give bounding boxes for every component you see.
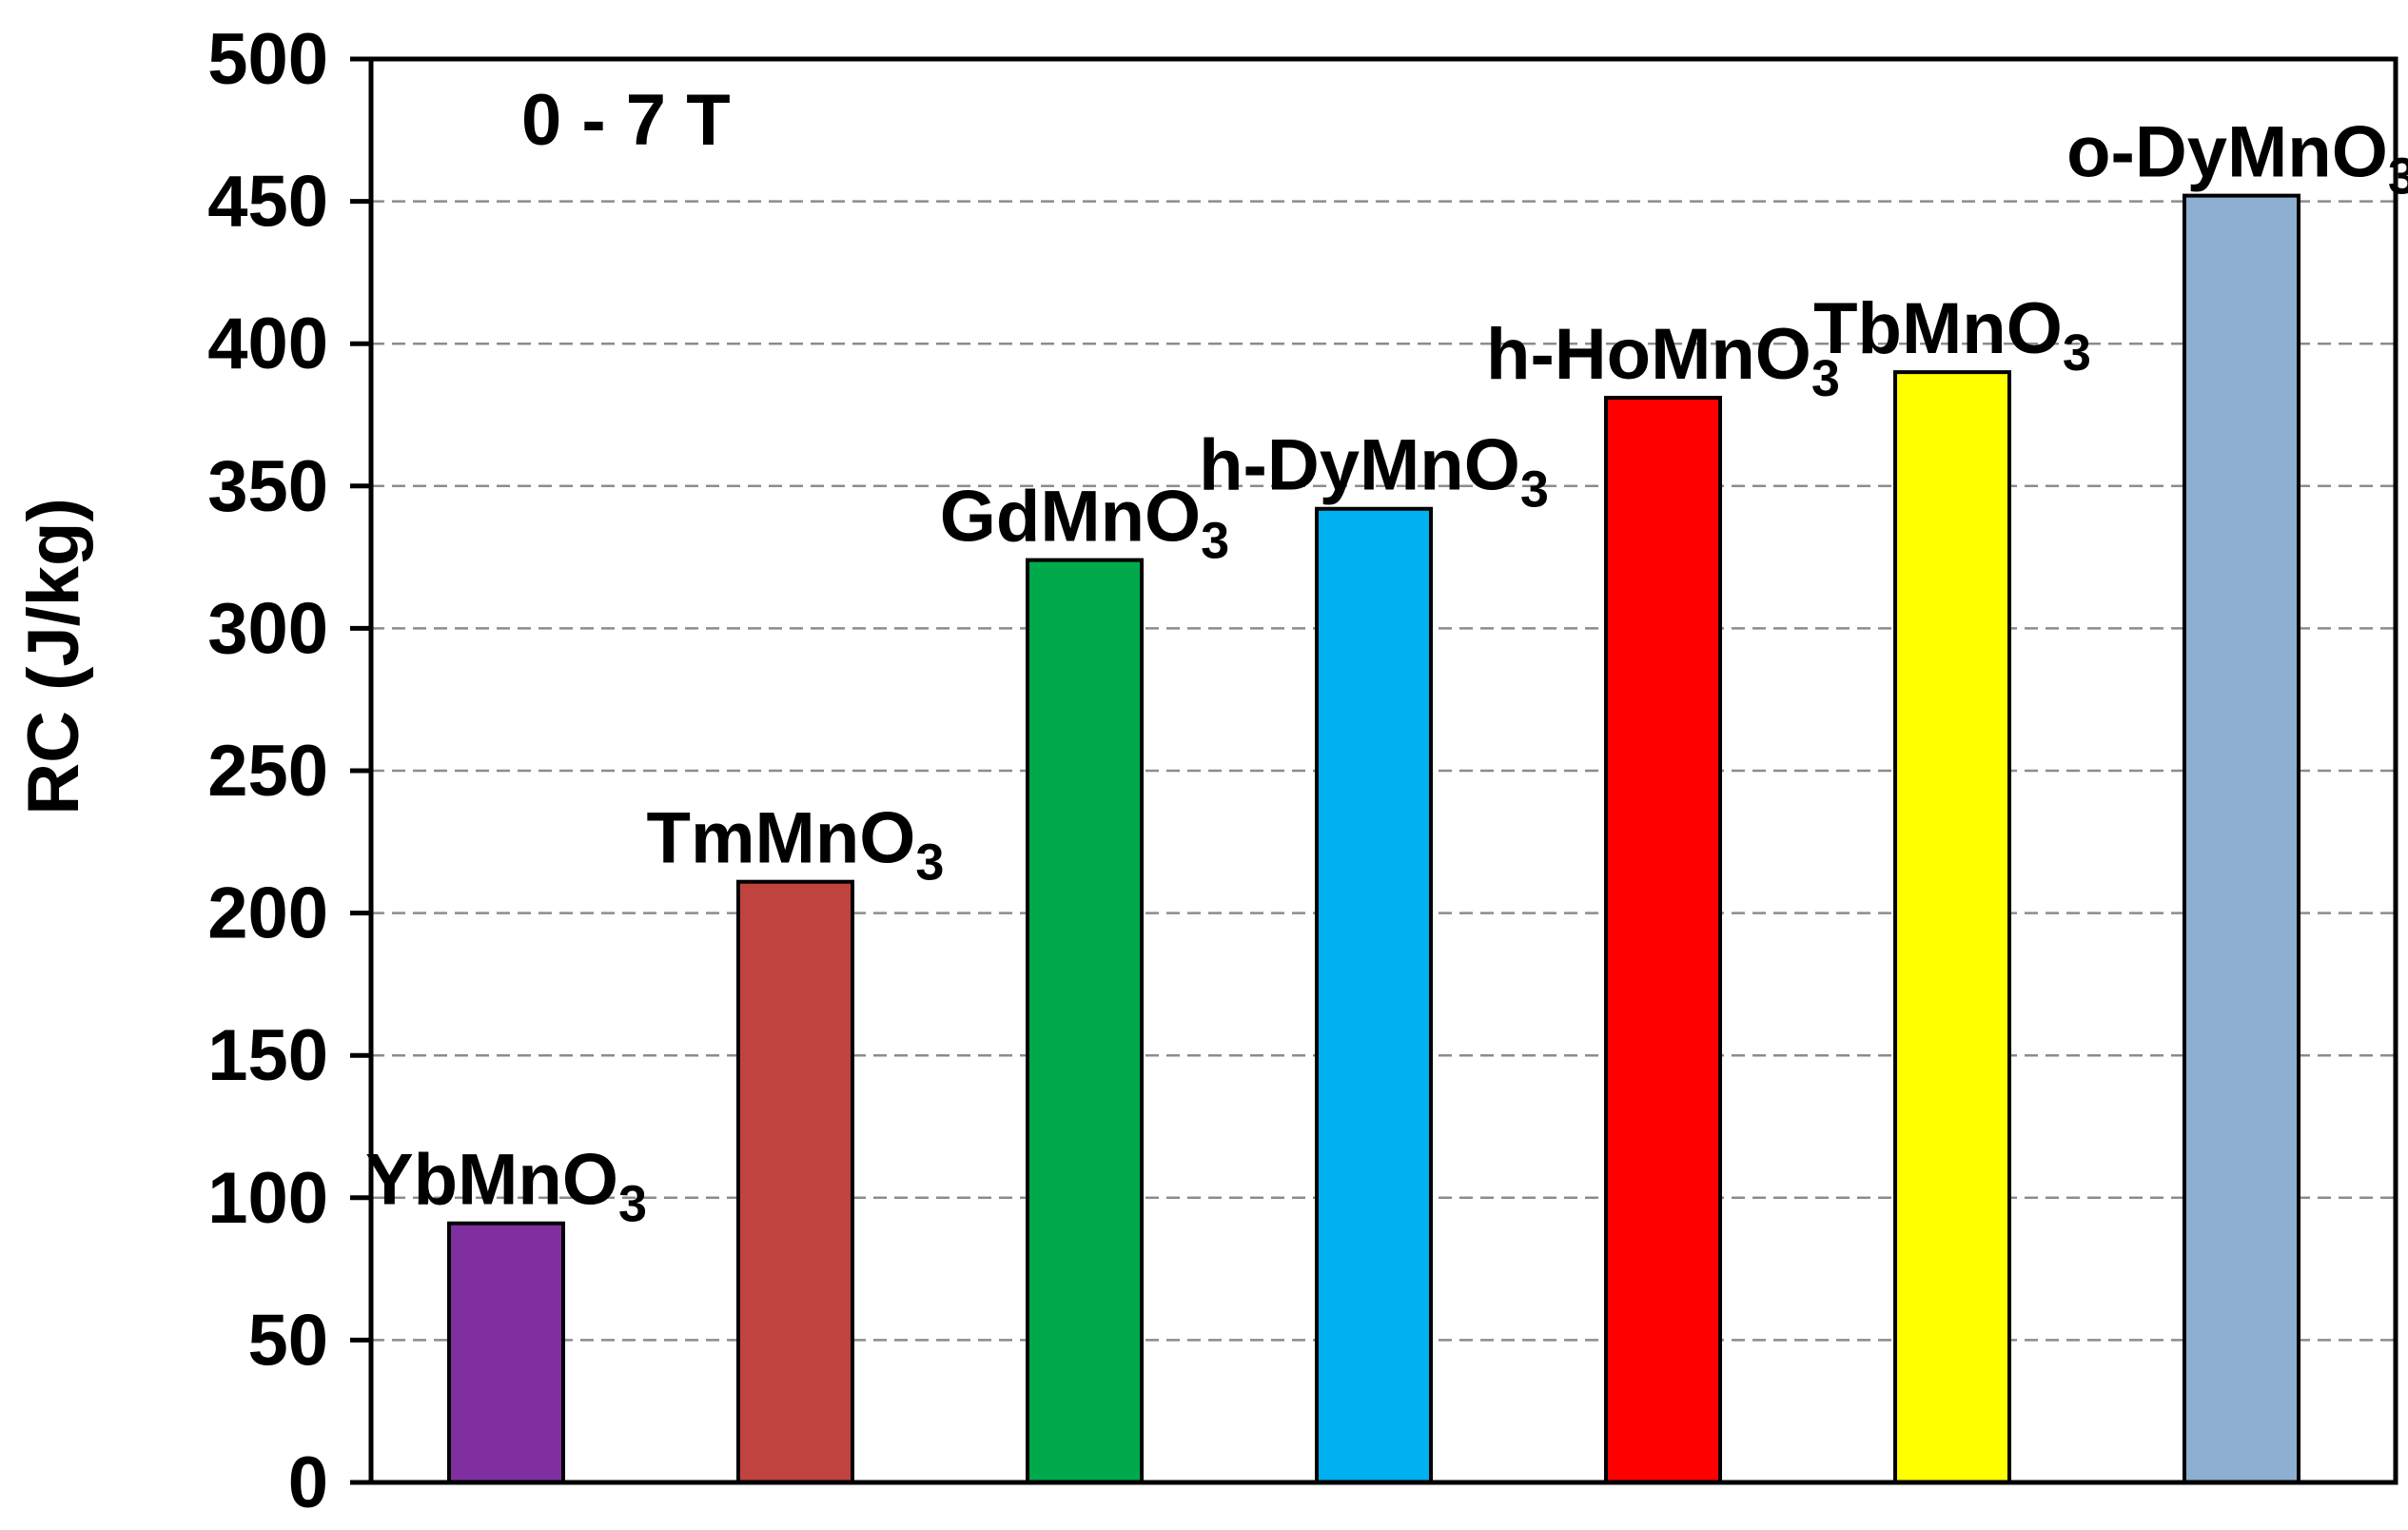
- bar-label: TbMnO3: [1813, 288, 2091, 382]
- field-annotation: 0 - 7 T: [521, 80, 731, 161]
- y-tick-label: 450: [207, 162, 328, 243]
- bar-tbmno: [1893, 370, 2011, 1484]
- bars: [447, 193, 2300, 1485]
- y-tick-label: 200: [207, 873, 328, 954]
- bar-tmmno: [736, 879, 854, 1484]
- y-tick-label: 0: [288, 1442, 328, 1523]
- y-tick-label: 350: [207, 446, 328, 527]
- bar-o-dymno: [2183, 193, 2300, 1485]
- bar-label: YbMnO3: [365, 1140, 647, 1233]
- y-tick-label: 150: [207, 1015, 328, 1096]
- y-axis-title: RC (J/kg): [13, 498, 94, 815]
- y-tick-label: 100: [207, 1158, 328, 1239]
- y-tick-label: 250: [207, 731, 328, 812]
- bar-label: h-HoMnO3: [1486, 314, 1840, 407]
- y-tick-label: 500: [207, 19, 328, 100]
- bar-label: GdMnO3: [940, 477, 1229, 570]
- bar-label: TmMnO3: [647, 798, 945, 892]
- bar-ybmno: [447, 1221, 565, 1485]
- bar-label: h-DyMnO3: [1199, 425, 1549, 519]
- y-tick-label: 300: [207, 588, 328, 669]
- y-tick-label: 400: [207, 304, 328, 384]
- bar-label: o-DyMnO3: [2066, 112, 2408, 206]
- bar-h-dymno: [1315, 506, 1433, 1484]
- bar-h-homno: [1604, 396, 1722, 1485]
- y-axis-ticks: 0 50 100 150 200 250 300 350 400 450 500: [207, 19, 371, 1523]
- y-tick-label: 50: [247, 1300, 328, 1381]
- bar-gdmno: [1026, 558, 1144, 1484]
